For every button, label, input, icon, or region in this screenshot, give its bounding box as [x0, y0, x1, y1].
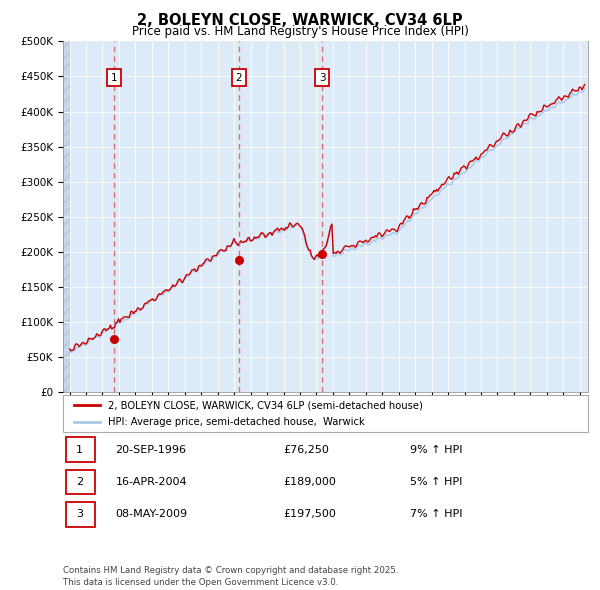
Text: 7% ↑ HPI: 7% ↑ HPI — [409, 510, 462, 519]
Text: 16-APR-2004: 16-APR-2004 — [115, 477, 187, 487]
FancyBboxPatch shape — [65, 502, 95, 527]
FancyBboxPatch shape — [65, 437, 95, 462]
Text: 2: 2 — [236, 73, 242, 83]
Text: 9% ↑ HPI: 9% ↑ HPI — [409, 445, 462, 454]
Text: 3: 3 — [319, 73, 326, 83]
Text: 3: 3 — [76, 510, 83, 519]
FancyBboxPatch shape — [65, 470, 95, 494]
Bar — [63, 41, 70, 392]
Text: 2, BOLEYN CLOSE, WARWICK, CV34 6LP (semi-detached house): 2, BOLEYN CLOSE, WARWICK, CV34 6LP (semi… — [107, 400, 422, 410]
Text: 5% ↑ HPI: 5% ↑ HPI — [409, 477, 462, 487]
Text: 1: 1 — [76, 445, 83, 454]
Text: HPI: Average price, semi-detached house,  Warwick: HPI: Average price, semi-detached house,… — [107, 417, 364, 427]
Text: Contains HM Land Registry data © Crown copyright and database right 2025.
This d: Contains HM Land Registry data © Crown c… — [63, 566, 398, 587]
Text: £76,250: £76,250 — [284, 445, 329, 454]
Text: 2: 2 — [76, 477, 83, 487]
Text: £189,000: £189,000 — [284, 477, 337, 487]
Text: 2, BOLEYN CLOSE, WARWICK, CV34 6LP: 2, BOLEYN CLOSE, WARWICK, CV34 6LP — [137, 13, 463, 28]
Text: £197,500: £197,500 — [284, 510, 337, 519]
Text: Price paid vs. HM Land Registry's House Price Index (HPI): Price paid vs. HM Land Registry's House … — [131, 25, 469, 38]
Text: 1: 1 — [111, 73, 118, 83]
Text: 08-MAY-2009: 08-MAY-2009 — [115, 510, 188, 519]
Text: 20-SEP-1996: 20-SEP-1996 — [115, 445, 187, 454]
FancyBboxPatch shape — [63, 395, 588, 432]
